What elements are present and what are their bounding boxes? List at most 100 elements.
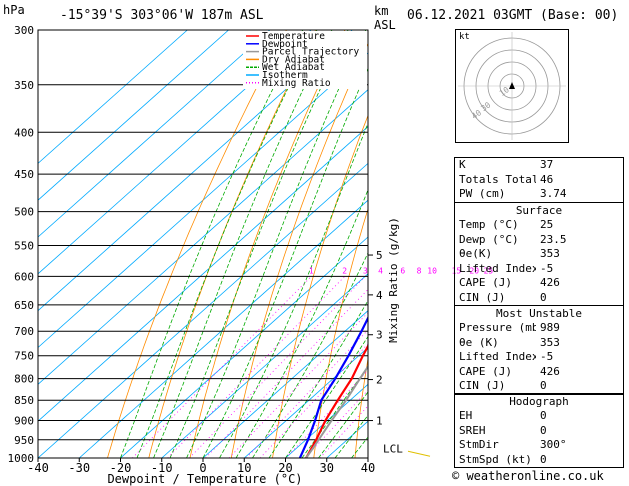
row-label: Lifted Index bbox=[459, 350, 536, 363]
mixing-ratio-label: 3 bbox=[363, 266, 368, 275]
dry-adiabat-line bbox=[107, 30, 287, 458]
datetime-title: 06.12.2021 03GMT (Base: 00) bbox=[407, 8, 619, 23]
mixing-ratio-label: 4 bbox=[378, 266, 383, 275]
surface-table: Surface Temp (°C) 25 Dewp (°C) 23.5 θe(K) 353 L… bbox=[454, 202, 624, 306]
pressure-tick-label: 950 bbox=[14, 434, 34, 447]
row-value: 23.5 bbox=[540, 232, 567, 246]
asl-label: ASL bbox=[374, 18, 396, 32]
isotherm-line bbox=[38, 89, 368, 385]
row-label: CAPE (J) bbox=[459, 364, 512, 378]
dewpoint-profile bbox=[298, 315, 368, 458]
location-title: -15°39'S 303°06'W 187m ASL bbox=[60, 8, 264, 23]
legend-label: Dry Adiabat bbox=[262, 54, 325, 65]
table-row: θe (K) 353 bbox=[455, 336, 623, 351]
wet-adiabat-line bbox=[186, 30, 367, 458]
row-value: 0 bbox=[540, 379, 547, 392]
legend-label: Mixing Ratio bbox=[262, 78, 331, 89]
wet-adiabat-line bbox=[153, 30, 333, 458]
pressure-tick-label: 350 bbox=[14, 79, 34, 92]
legend-label: Temperature bbox=[262, 31, 325, 42]
temperature-profile bbox=[305, 343, 368, 458]
x-tick-label: -30 bbox=[68, 461, 90, 475]
x-tick-label: -20 bbox=[110, 461, 132, 475]
pressure-tick-label: 750 bbox=[14, 350, 34, 363]
table-row: StmDir 300° bbox=[455, 438, 623, 453]
table-row: θe(K) 353 bbox=[455, 247, 623, 262]
legend-label: Dewpoint bbox=[262, 39, 308, 50]
table-row: Lifted Index -5 bbox=[455, 262, 623, 277]
x-tick-label: 30 bbox=[320, 461, 334, 475]
row-value: 426 bbox=[540, 276, 560, 289]
pressure-tick-label: 650 bbox=[14, 299, 34, 312]
isotherm-line bbox=[161, 273, 368, 458]
hodograph-table: Hodograph EH 0 SREH 0 StmDir 300° StmSpd (kt) 0 bbox=[454, 393, 624, 468]
row-value: 353 bbox=[540, 247, 560, 260]
mixing-ratio-label: 1 bbox=[309, 266, 314, 275]
pressure-tick-label: 300 bbox=[14, 24, 34, 37]
row-value: 0 bbox=[540, 452, 547, 466]
isotherm-line bbox=[38, 30, 312, 275]
table-title: Hodograph bbox=[509, 395, 569, 408]
row-label: Dewp (°C) bbox=[459, 232, 519, 246]
indices-table: K 37 Totals Totals 46 PW (cm) 3.74 bbox=[454, 157, 624, 203]
mixing-ratio-label: 2 bbox=[342, 266, 347, 275]
pressure-tick-label: 850 bbox=[14, 394, 34, 407]
row-label: Temp (°C) bbox=[459, 218, 519, 231]
storm-motion-marker bbox=[509, 82, 515, 89]
lcl-marker bbox=[407, 450, 431, 457]
row-value: 3.74 bbox=[540, 187, 567, 200]
dry-adiabat-line bbox=[230, 42, 368, 458]
mixing-ratio-label: 6 bbox=[400, 266, 405, 275]
mixing-ratio-label: 20 bbox=[469, 266, 479, 275]
km-tick-label: 3 bbox=[376, 329, 383, 342]
dry-adiabat-line bbox=[354, 356, 368, 458]
table-row: K 37 bbox=[455, 158, 623, 173]
isotherm-line bbox=[38, 30, 353, 312]
wet-adiabat-line bbox=[318, 391, 368, 458]
isotherm-line bbox=[285, 383, 368, 458]
pressure-tick-label: 600 bbox=[14, 270, 34, 283]
table-row: CIN (J) 0 bbox=[455, 379, 623, 394]
isotherm-line bbox=[38, 52, 368, 349]
km-label: km bbox=[374, 4, 389, 18]
mixing-ratio-label: 25 bbox=[484, 266, 494, 275]
km-tick-label: 2 bbox=[376, 374, 383, 387]
row-label: Lifted Index bbox=[459, 261, 536, 275]
isotherm-line bbox=[38, 30, 188, 164]
legend-background bbox=[243, 31, 367, 89]
pressure-tick-label: 550 bbox=[14, 239, 34, 252]
table-title: Most Unstable bbox=[495, 307, 583, 320]
legend-label: Parcel Trajectory bbox=[262, 47, 360, 58]
isotherm-line bbox=[78, 199, 368, 458]
row-value: 989 bbox=[540, 321, 560, 334]
row-value: 46 bbox=[540, 172, 554, 186]
row-label: CAPE (J) bbox=[459, 276, 512, 289]
row-label: EH bbox=[459, 409, 473, 422]
table-row: PW (cm) 3.74 bbox=[455, 187, 623, 202]
mixing-ratio-label: 10 bbox=[427, 266, 437, 275]
table-title: Surface bbox=[515, 204, 563, 217]
wet-adiabat-line bbox=[235, 188, 368, 458]
x-tick-label: -40 bbox=[27, 461, 49, 475]
table-row: SREH 0 bbox=[455, 424, 623, 439]
wet-adiabat-line bbox=[301, 365, 368, 458]
pressure-tick-label: 400 bbox=[14, 126, 34, 139]
pressure-tick-label: 450 bbox=[14, 168, 34, 181]
x-tick-label: 0 bbox=[199, 461, 206, 475]
x-tick-label: -10 bbox=[151, 461, 173, 475]
row-value: 0 bbox=[540, 423, 547, 437]
isotherm-line bbox=[38, 162, 368, 458]
table-row: EH 0 bbox=[455, 409, 623, 424]
row-label: θe (K) bbox=[459, 335, 499, 349]
row-value: -5 bbox=[540, 350, 554, 363]
x-tick-label: 10 bbox=[237, 461, 251, 475]
mixing-ratio-line bbox=[167, 276, 345, 458]
row-label: Totals Totals bbox=[459, 172, 536, 186]
km-tick-label: 4 bbox=[376, 289, 383, 302]
wet-adiabat-line bbox=[219, 122, 368, 458]
row-value: 426 bbox=[540, 364, 560, 378]
mixing-ratio-line bbox=[189, 276, 366, 458]
km-tick-label: 1 bbox=[376, 415, 383, 428]
